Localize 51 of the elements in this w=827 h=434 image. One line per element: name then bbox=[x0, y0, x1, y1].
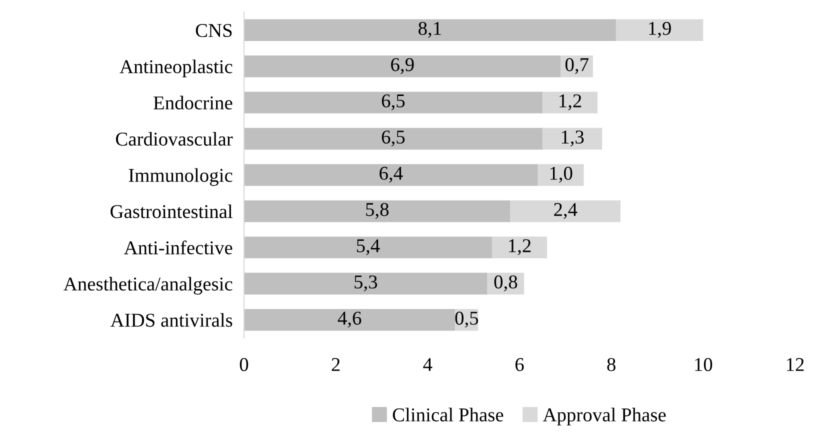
data-label: 0,5 bbox=[455, 312, 478, 328]
x-tick-label: 12 bbox=[786, 358, 804, 371]
y-tick-label: AIDS antivirals bbox=[110, 313, 232, 327]
data-label: 5,3 bbox=[354, 275, 378, 292]
data-label: 6,4 bbox=[380, 166, 403, 183]
bar bbox=[542, 92, 598, 114]
data-label: 0,7 bbox=[565, 58, 588, 74]
data-label: 0,8 bbox=[494, 275, 518, 292]
bar bbox=[492, 236, 548, 258]
data-label: 5,4 bbox=[356, 239, 380, 256]
bar bbox=[244, 55, 561, 78]
bar bbox=[244, 309, 456, 331]
data-label: 6,5 bbox=[382, 94, 405, 110]
data-label: 5,8 bbox=[366, 202, 389, 219]
y-tick-label: Immunologic bbox=[128, 168, 232, 186]
y-tick-label: Antineoplastic bbox=[120, 60, 232, 78]
data-label: 2,4 bbox=[554, 203, 578, 219]
data-label: 1,9 bbox=[649, 22, 671, 38]
bar bbox=[244, 19, 616, 41]
x-tick-label: 6 bbox=[515, 358, 524, 372]
bar bbox=[244, 272, 488, 295]
data-label: 6,5 bbox=[382, 130, 405, 146]
bar bbox=[244, 236, 492, 258]
data-label: 8,1 bbox=[418, 22, 441, 38]
bar bbox=[510, 200, 621, 222]
legend-label: Clinical Phase bbox=[392, 408, 504, 422]
data-label: 6,9 bbox=[391, 58, 414, 74]
x-tick-label: 4 bbox=[423, 358, 432, 371]
legend-label: Approval Phase bbox=[542, 408, 666, 426]
bar bbox=[616, 19, 704, 41]
bar bbox=[538, 164, 584, 186]
x-tick-label: 8 bbox=[607, 358, 616, 372]
bar bbox=[542, 128, 602, 150]
y-tick-label: Cardiovascular bbox=[116, 132, 233, 146]
data-label: 1,2 bbox=[509, 239, 531, 256]
bar bbox=[244, 200, 510, 222]
data-label: 4,6 bbox=[338, 312, 362, 328]
y-tick-label: Gastrointestinal bbox=[110, 204, 232, 218]
y-tick-label: CNS bbox=[196, 24, 232, 38]
x-tick-label: 10 bbox=[695, 358, 712, 372]
y-tick-label: Endocrine bbox=[154, 96, 232, 110]
data-label: 1,3 bbox=[562, 130, 584, 146]
bar bbox=[244, 128, 542, 150]
data-label: 1,2 bbox=[560, 94, 582, 110]
bar bbox=[244, 92, 542, 114]
x-tick-label: 0 bbox=[240, 358, 248, 372]
data-label: 1,0 bbox=[550, 166, 572, 183]
y-tick-label: Anesthetica/analgesic bbox=[64, 276, 232, 295]
y-tick-label: Anti-infective bbox=[124, 240, 232, 254]
bar bbox=[244, 164, 538, 186]
x-tick-label: 2 bbox=[332, 358, 340, 371]
